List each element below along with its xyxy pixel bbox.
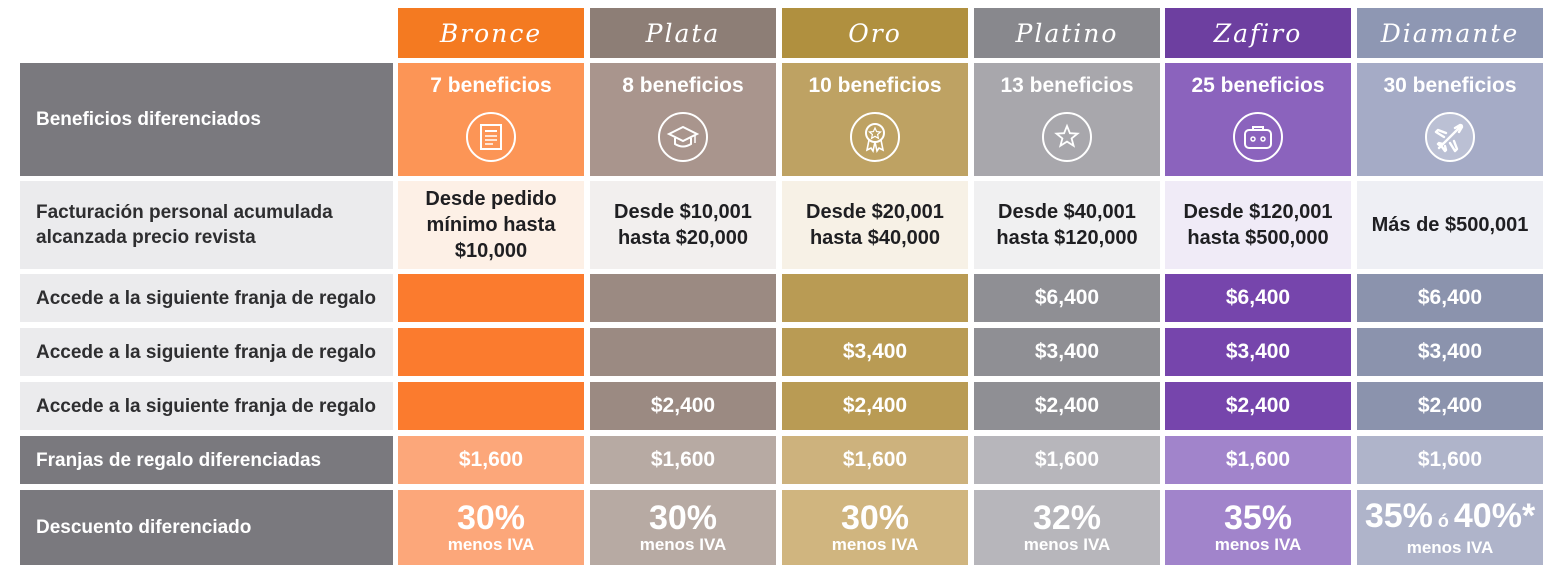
discount-subtext: menos IVA — [447, 535, 535, 554]
gift3-cell-plata: $2,400 — [590, 382, 776, 430]
document-icon — [466, 112, 516, 162]
gift2-cell-diamante: $3,400 — [1357, 328, 1543, 376]
gift2-cell-bronce — [398, 328, 584, 376]
benefits-count: 13 beneficios — [1000, 74, 1134, 97]
tier-header-plata: Plata — [590, 8, 776, 58]
facturacion-cell-oro: Desde $20,001 hasta $40,000 — [782, 181, 968, 269]
benefits-cell-platino: 13 beneficios — [974, 63, 1160, 176]
benefits-count: 10 beneficios — [808, 74, 942, 97]
benefits-cell-oro: 10 beneficios — [782, 63, 968, 176]
benefits-cell-bronce: 7 beneficios — [398, 63, 584, 176]
gift2-cell-plata — [590, 328, 776, 376]
discount-cell-diamante: 35% ó 40%* menos IVA — [1357, 490, 1543, 565]
franja-cell-oro: $1,600 — [782, 436, 968, 484]
discount-or: ó — [1432, 510, 1454, 531]
row-label-gift3: Accede a la siguiente franja de regalo — [20, 382, 393, 430]
facturacion-cell-platino: Desde $40,001 hasta $120,000 — [974, 181, 1160, 269]
award-ribbon-icon — [850, 112, 900, 162]
discount-subtext: menos IVA — [1406, 537, 1494, 557]
row-label-gift1: Accede a la siguiente franja de regalo — [20, 274, 393, 322]
benefits-count: 8 beneficios — [622, 74, 744, 97]
discount-cell-plata: 30% menos IVA — [590, 490, 776, 565]
benefits-count: 30 beneficios — [1383, 74, 1517, 97]
airplane-icon — [1425, 112, 1475, 162]
benefits-count: 25 beneficios — [1191, 74, 1325, 97]
tier-header-platino: Platino — [974, 8, 1160, 58]
row-label-facturacion: Facturación personal acumulada alcanzada… — [20, 181, 393, 269]
gift2-cell-zafiro: $3,400 — [1165, 328, 1351, 376]
franja-cell-diamante: $1,600 — [1357, 436, 1543, 484]
row-label-franja: Franjas de regalo diferenciadas — [20, 436, 393, 484]
gift2-cell-platino: $3,400 — [974, 328, 1160, 376]
discount-cell-oro: 30% menos IVA — [782, 490, 968, 565]
gift1-cell-plata — [590, 274, 776, 322]
discount-percent: 32% — [1032, 499, 1102, 537]
suitcase-icon — [1233, 112, 1283, 162]
gift1-cell-bronce — [398, 274, 584, 322]
gift3-cell-platino: $2,400 — [974, 382, 1160, 430]
facturacion-cell-bronce: Desde pedido mínimo hasta $10,000 — [398, 181, 584, 269]
discount-cell-zafiro: 35% menos IVA — [1165, 490, 1351, 565]
discount-cell-platino: 32% menos IVA — [974, 490, 1160, 565]
discount-subtext: menos IVA — [639, 535, 727, 554]
franja-cell-bronce: $1,600 — [398, 436, 584, 484]
row-label-benefits: Beneficios diferenciados — [20, 63, 393, 176]
discount-percent: 35% ó 40%* — [1364, 496, 1536, 535]
gift1-cell-platino: $6,400 — [974, 274, 1160, 322]
discount-subtext: menos IVA — [1214, 535, 1302, 554]
discount-percent: 35% — [1223, 499, 1293, 537]
discount-cell-bronce: 30% menos IVA — [398, 490, 584, 565]
graduation-cap-icon — [658, 112, 708, 162]
franja-cell-zafiro: $1,600 — [1165, 436, 1351, 484]
gift1-cell-zafiro: $6,400 — [1165, 274, 1351, 322]
benefits-cell-zafiro: 25 beneficios — [1165, 63, 1351, 176]
tier-header-diamante: Diamante — [1357, 8, 1543, 58]
gift3-cell-diamante: $2,400 — [1357, 382, 1543, 430]
gift1-cell-oro — [782, 274, 968, 322]
benefits-cell-diamante: 30 beneficios — [1357, 63, 1543, 176]
row-label-gift2: Accede a la siguiente franja de regalo — [20, 328, 393, 376]
tier-header-bronce: Bronce — [398, 8, 584, 58]
row-label-discount: Descuento diferenciado — [20, 490, 393, 565]
tier-header-zafiro: Zafiro — [1165, 8, 1351, 58]
tier-header-oro: Oro — [782, 8, 968, 58]
discount-alt-percent: 40%* — [1453, 496, 1536, 535]
gift2-cell-oro: $3,400 — [782, 328, 968, 376]
facturacion-cell-zafiro: Desde $120,001 hasta $500,000 — [1165, 181, 1351, 269]
gift3-cell-bronce — [398, 382, 584, 430]
franja-cell-plata: $1,600 — [590, 436, 776, 484]
benefits-count: 7 beneficios — [430, 74, 552, 97]
benefits-cell-plata: 8 beneficios — [590, 63, 776, 176]
gift3-cell-oro: $2,400 — [782, 382, 968, 430]
star-icon — [1042, 112, 1092, 162]
discount-percent: 30% — [840, 499, 910, 537]
gift1-cell-diamante: $6,400 — [1357, 274, 1543, 322]
facturacion-cell-plata: Desde $10,001 hasta $20,000 — [590, 181, 776, 269]
discount-subtext: menos IVA — [831, 535, 919, 554]
gift3-cell-zafiro: $2,400 — [1165, 382, 1351, 430]
franja-cell-platino: $1,600 — [974, 436, 1160, 484]
facturacion-cell-diamante: Más de $500,001 — [1357, 181, 1543, 269]
discount-percent: 30% — [648, 499, 718, 537]
discount-percent: 30% — [456, 499, 526, 537]
discount-subtext: menos IVA — [1023, 535, 1111, 554]
